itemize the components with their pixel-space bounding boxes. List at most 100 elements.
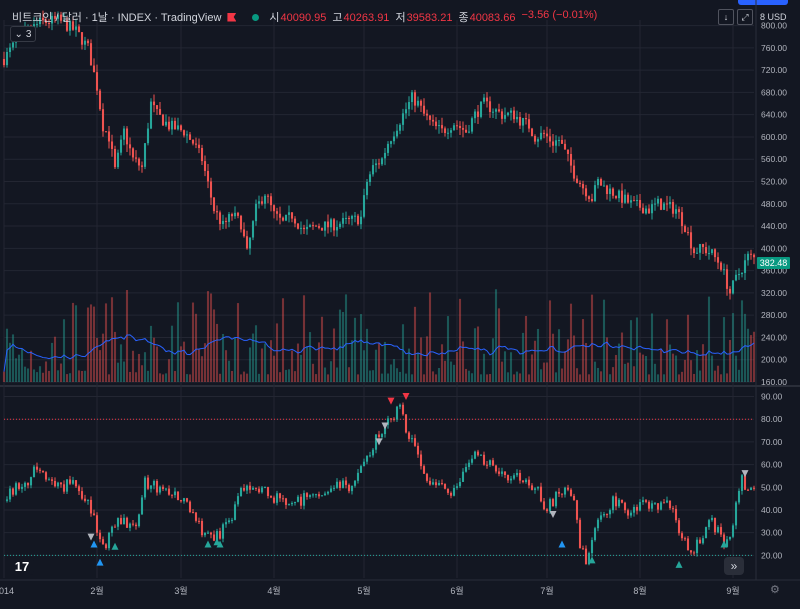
arrow-down-icon: ↓ (723, 12, 729, 22)
osc-bar (326, 491, 330, 494)
osc-bar (461, 471, 465, 482)
osc-bar (8, 488, 12, 500)
volume-bar (329, 361, 333, 382)
candle-body (407, 102, 411, 110)
candle-body (380, 158, 384, 165)
osc-bar (686, 538, 690, 551)
flag-icon[interactable] (227, 12, 237, 22)
volume-bar (287, 369, 291, 382)
osc-bar (287, 504, 291, 506)
candle-body (620, 190, 624, 203)
candle-body (536, 139, 540, 142)
ohlc-close: 종40083.66 (458, 12, 516, 24)
volume-bar (512, 374, 516, 382)
osc-bar (323, 493, 327, 496)
ohlc-high: 고40263.91 (332, 12, 390, 24)
candle-body (167, 121, 171, 130)
osc-bar (404, 414, 408, 433)
symbol-label[interactable]: 비트코인 / 달러 · 1날 · INDEX · TradingView (12, 12, 222, 24)
volume-bar (464, 368, 468, 382)
volume-bar (680, 371, 684, 382)
volume-bar (548, 300, 552, 382)
candle-body (296, 223, 300, 229)
osc-bar (512, 475, 516, 479)
osc-bar (536, 486, 540, 489)
osc-bar (242, 487, 246, 491)
volume-bar (149, 325, 153, 382)
osc-bar (59, 482, 63, 485)
tradingview-logo-icon[interactable]: 17 (10, 557, 34, 575)
candle-body (614, 195, 618, 199)
candle-body (557, 139, 561, 141)
volume-bar (110, 297, 114, 382)
volume-bar (719, 374, 723, 382)
fullscreen-button[interactable]: ⤢ (737, 9, 753, 25)
candle-body (386, 143, 390, 153)
candle-body (86, 40, 90, 44)
osc-bar (419, 454, 423, 467)
candle-body (5, 51, 9, 66)
volume-bar (554, 372, 558, 382)
osc-bar (527, 479, 531, 486)
osc-bar (410, 438, 414, 440)
osc-bar (431, 482, 435, 485)
candle-body (350, 216, 354, 219)
osc-bar (425, 473, 429, 481)
volume-bar (497, 308, 501, 382)
volume-bar (194, 313, 198, 382)
volume-bar (434, 374, 438, 382)
osc-bar (752, 487, 756, 489)
volume-bar (428, 292, 432, 382)
candle-body (683, 226, 687, 233)
osc-bar (668, 500, 672, 509)
volume-bar (713, 370, 717, 382)
osc-bar (173, 491, 177, 496)
candle-body (584, 188, 588, 197)
candle-body (230, 214, 234, 217)
osc-bar (104, 544, 108, 549)
volume-bar (182, 341, 186, 382)
price-tick-label: 360.00 (761, 266, 787, 276)
candle-body (515, 116, 519, 120)
osc-bar (581, 548, 585, 550)
candle-body (674, 209, 678, 214)
candle-body (194, 143, 198, 145)
osc-bar (251, 487, 255, 490)
volume-bar (437, 368, 441, 382)
osc-bar (239, 487, 243, 497)
volume-bar (614, 354, 618, 382)
osc-tick-label: 40.00 (761, 505, 783, 515)
osc-bar (647, 501, 651, 509)
currency-label[interactable]: 8 USD (760, 12, 787, 22)
osc-bar (29, 477, 33, 486)
scroll-to-realtime-button[interactable]: » (724, 557, 744, 575)
volume-bar (569, 303, 573, 382)
candle-body (410, 92, 414, 103)
osc-bar (467, 462, 471, 467)
volume-bar (203, 343, 207, 382)
indicator-toggle-button[interactable]: ⌄ 3 (10, 26, 36, 42)
candle-body (302, 227, 306, 230)
volume-bar (128, 371, 132, 382)
volume-bar (50, 342, 54, 382)
candle-body (179, 125, 183, 131)
volume-bar (521, 332, 525, 382)
volume-bar (311, 363, 315, 382)
volume-bar (317, 342, 321, 382)
candle-body (113, 148, 117, 168)
download-button[interactable]: ↓ (718, 9, 734, 25)
volume-bar (590, 294, 594, 382)
signal-marker (204, 540, 212, 548)
time-tick-label: 9월 (726, 585, 739, 596)
candle-body (335, 227, 339, 231)
volume-bar (2, 371, 6, 382)
gear-icon[interactable]: ⚙ (770, 584, 780, 596)
volume-bar (431, 371, 435, 382)
osc-bar (350, 485, 354, 492)
osc-bar (428, 480, 432, 485)
osc-bar (62, 484, 66, 492)
candle-body (488, 101, 492, 112)
candle-body (656, 198, 660, 204)
volume-bar (383, 341, 387, 382)
